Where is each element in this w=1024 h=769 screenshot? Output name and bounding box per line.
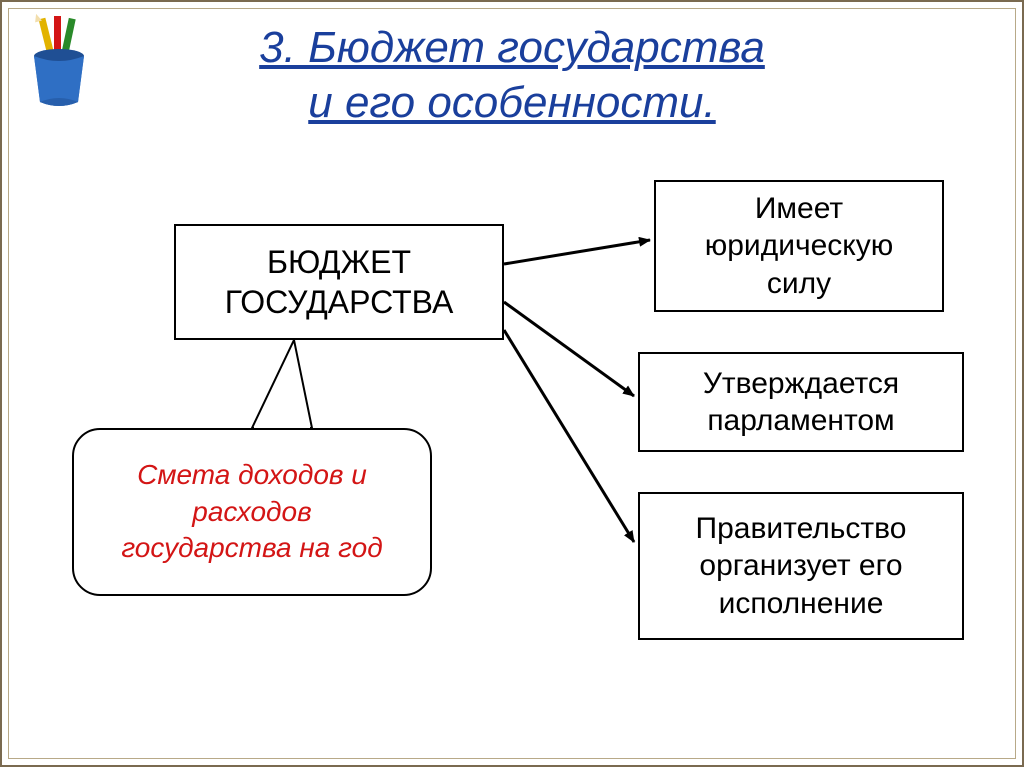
node-feature-parliament: Утверждаетсяпарламентом (638, 352, 964, 452)
node-budget-main-text: БЮДЖЕТГОСУДАРСТВА (225, 242, 454, 322)
title-line-1: 3. Бюджет государства (2, 20, 1022, 75)
node-feature-legal-force: Имеетюридическуюсилу (654, 180, 944, 312)
node-budget-main: БЮДЖЕТГОСУДАРСТВА (174, 224, 504, 340)
node-feature-government: Правительствоорганизует егоисполнение (638, 492, 964, 640)
title-line-2: и его особенности. (2, 75, 1022, 130)
node-feature-government-text: Правительствоорганизует егоисполнение (696, 510, 907, 623)
node-feature-legal-force-text: Имеетюридическуюсилу (705, 190, 893, 303)
node-feature-parliament-text: Утверждаетсяпарламентом (703, 365, 899, 440)
slide-frame: 3. Бюджет государства и его особенности.… (0, 0, 1024, 767)
slide-title: 3. Бюджет государства и его особенности. (2, 20, 1022, 130)
node-definition-bubble: Смета доходов ирасходовгосударства на го… (72, 428, 432, 596)
node-definition-bubble-text: Смета доходов ирасходовгосударства на го… (121, 457, 382, 566)
